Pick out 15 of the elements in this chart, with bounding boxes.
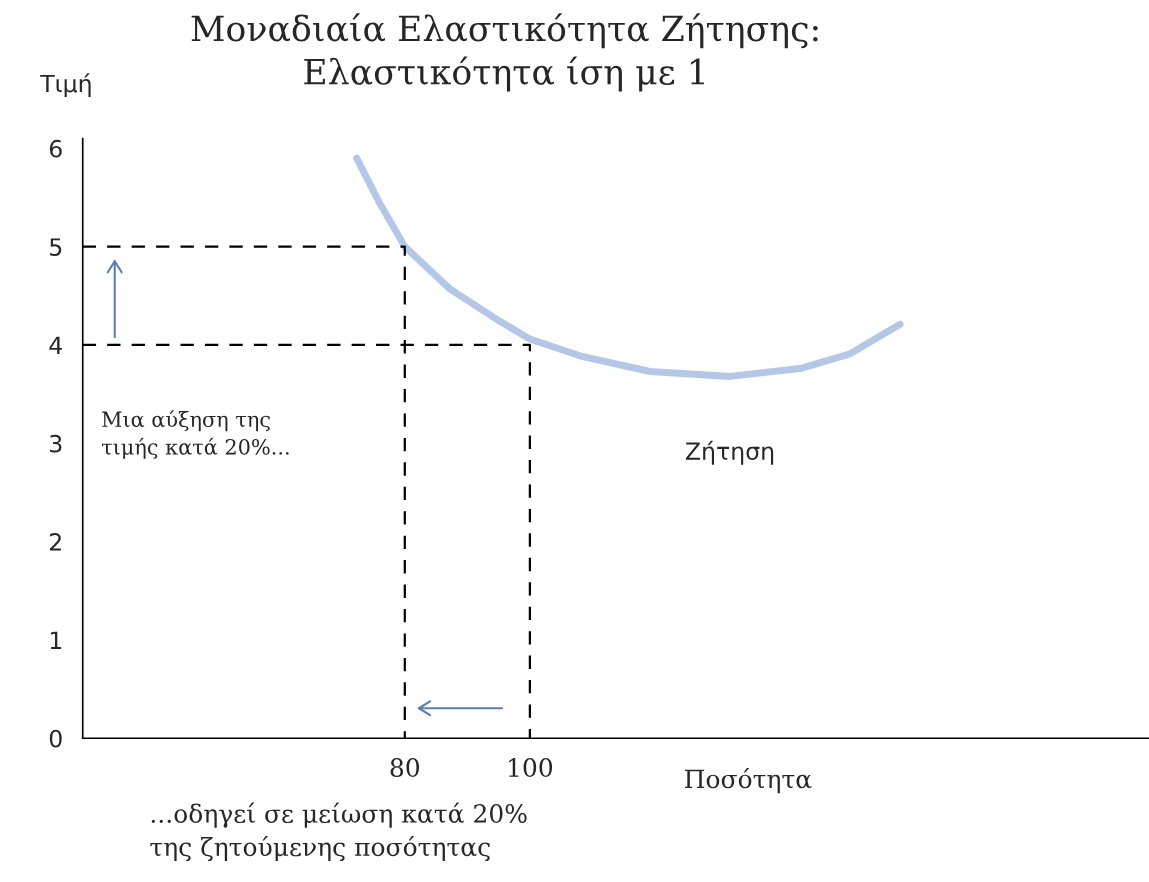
x-axis-title: Ποσότητα: [685, 767, 812, 794]
text: Ζήτηση: [685, 440, 774, 465]
x-tick-label: 80: [390, 758, 420, 778]
y-tick-label: 0: [49, 729, 62, 748]
y-tick-label: 3: [50, 434, 62, 453]
y-tick-label: 2: [49, 533, 61, 551]
y-tick-label: 1: [50, 631, 62, 649]
y-tick-label: 5: [50, 238, 62, 256]
y-axis-title: Τιμή: [40, 73, 91, 98]
x-tick-label: 100: [509, 758, 553, 778]
chart-title: Μοναδιαία Ελαστικότητα Ζήτησης: Ελαστικότητα ίση με 1: [191, 13, 818, 92]
text: ...οδηγεί σε μείωση κατά 20% της ζητούμενης ποσότητας: [150, 802, 527, 862]
y-tick-label: 6: [49, 139, 62, 158]
y-tick-label: 4: [49, 336, 62, 354]
annotation: Μια αύξηση της τιμής κατά 20%...: [101, 410, 289, 459]
